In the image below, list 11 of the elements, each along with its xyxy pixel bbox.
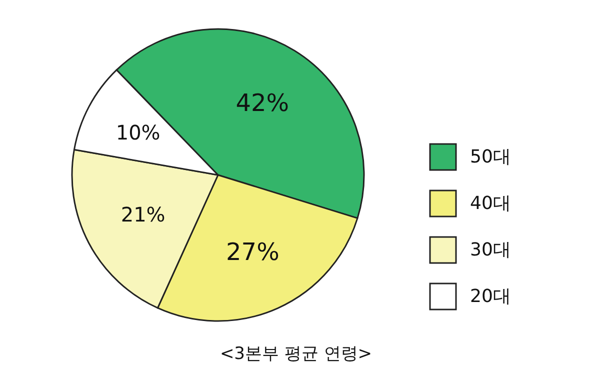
legend-label: 50대 <box>470 146 511 168</box>
pie-slice <box>73 69 219 176</box>
legend-label: 20대 <box>470 286 511 307</box>
pie-slice <box>71 148 219 309</box>
data-label: 21% <box>120 202 166 226</box>
text: <3본부 평균 연령> <box>220 344 372 364</box>
legend-label: 30대 <box>470 240 511 260</box>
data-label: 42% <box>236 88 290 117</box>
data-label: 27% <box>226 238 280 266</box>
data-label: 10% <box>116 120 160 145</box>
legend-label: 40대 <box>470 193 511 214</box>
